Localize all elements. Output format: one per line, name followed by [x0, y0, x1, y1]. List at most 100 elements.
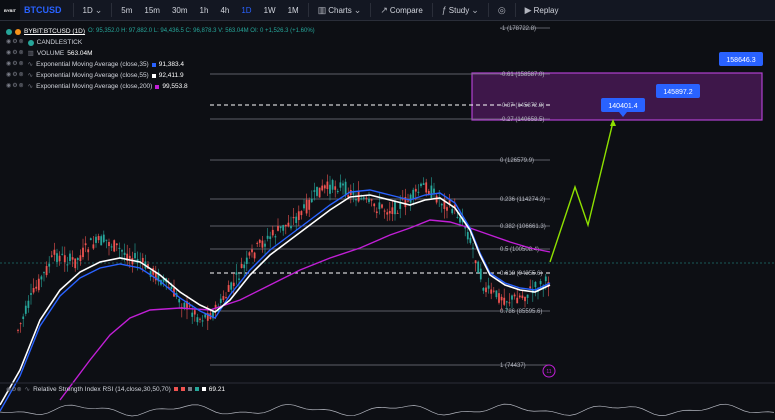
- candle-body: [40, 276, 43, 280]
- replay-button[interactable]: ▶ Replay: [519, 5, 565, 16]
- candle-body: [321, 185, 324, 191]
- timeframe-1m[interactable]: 1M: [287, 5, 299, 15]
- target-pointer: [619, 112, 627, 117]
- visibility-icon[interactable]: ◉⚙⊗: [6, 83, 25, 89]
- candle-body: [365, 197, 368, 199]
- candle-body: [310, 198, 313, 203]
- candle-body: [115, 243, 118, 246]
- candle-body: [170, 286, 173, 290]
- candle-body: [378, 202, 381, 210]
- candle-body: [108, 241, 110, 247]
- timeframe-1h[interactable]: 1h: [199, 5, 209, 15]
- timeframe-5m[interactable]: 5m: [121, 5, 133, 15]
- compare-button[interactable]: ↗ Compare: [374, 5, 428, 16]
- candle-body: [84, 243, 87, 246]
- candle-body: [19, 323, 22, 325]
- candle-body: [290, 225, 292, 229]
- candle-body: [43, 272, 45, 274]
- timeframe-30m[interactable]: 30m: [171, 5, 188, 15]
- divider: [487, 3, 489, 17]
- color-swatch: [201, 387, 206, 391]
- target-label-2[interactable]: 145897.2: [656, 84, 700, 98]
- ema55-row[interactable]: ◉⚙⊗ ∿ Exponential Moving Average (close,…: [6, 70, 315, 81]
- candle-body: [56, 253, 58, 263]
- charts-type-button[interactable]: ▥ Charts ⌄: [312, 5, 368, 16]
- status-dot-icon: [6, 28, 12, 35]
- bitcoin-icon: [15, 28, 21, 35]
- target-zone[interactable]: [471, 72, 763, 121]
- candle-body: [368, 198, 370, 203]
- fib-level-label: 1 (74437): [500, 363, 526, 369]
- candle-body: [58, 255, 61, 262]
- candle-body: [97, 236, 100, 241]
- visibility-icon[interactable]: ◉⚙⊗: [6, 72, 25, 78]
- study-label: Study: [448, 5, 470, 15]
- candle-body: [256, 242, 259, 244]
- candle-body: [95, 236, 97, 243]
- candle-body: [238, 278, 240, 280]
- candle-body: [399, 201, 402, 209]
- candle-body: [186, 301, 188, 310]
- visibility-icon[interactable]: ◉⚙⊗: [6, 39, 25, 45]
- instagram-button[interactable]: ◎: [492, 5, 512, 16]
- rsi-value: 69.21: [208, 385, 226, 393]
- timeframe-1d[interactable]: 1D: [241, 5, 252, 15]
- study-button[interactable]: ƒ Study ⌄: [436, 5, 485, 16]
- candle-body: [453, 204, 456, 208]
- target-label-3[interactable]: 158646.3: [719, 52, 763, 66]
- candle-body: [446, 207, 448, 211]
- fib-level-label: 0.382 (106661.3): [500, 224, 546, 230]
- candle-body: [524, 297, 526, 302]
- trend-up-icon: ↗: [380, 4, 388, 15]
- wave-icon: ∿: [27, 61, 34, 68]
- target-label-bg: [601, 98, 645, 112]
- candles-series: [17, 174, 550, 334]
- volume-row[interactable]: ◉⚙⊗ ▥ VOLUME 563.04M: [6, 48, 315, 59]
- projection-path[interactable]: [549, 121, 614, 263]
- candle-body: [414, 188, 417, 192]
- candle-body: [204, 314, 207, 318]
- color-swatch: [187, 387, 192, 391]
- visibility-icon[interactable]: ◉⚙⊗: [6, 61, 25, 67]
- ema200-row[interactable]: ◉⚙⊗ ∿ Exponential Moving Average (close,…: [6, 81, 315, 92]
- chevron-down-icon: ⌄: [353, 4, 362, 15]
- candle-body: [326, 181, 329, 190]
- candle-body: [149, 270, 152, 277]
- candle-body: [492, 290, 495, 292]
- candle-body: [391, 207, 394, 215]
- candlestick-row[interactable]: ◉⚙⊗ CANDLESTICK: [6, 37, 315, 48]
- candlestick-label: CANDLESTICK: [36, 39, 83, 46]
- timeframe-4h[interactable]: 4h: [220, 5, 230, 15]
- color-swatch: [155, 84, 160, 89]
- symbol-search-button[interactable]: BTCUSD: [24, 5, 62, 15]
- color-swatch: [173, 387, 178, 391]
- candle-body: [394, 200, 396, 215]
- wave-icon: ∿: [24, 386, 31, 393]
- visibility-icon[interactable]: ◉⚙⊗: [6, 386, 22, 393]
- candle-body: [448, 199, 451, 205]
- event-marker[interactable]: [542, 364, 556, 378]
- candle-body: [258, 239, 261, 243]
- rsi-legend[interactable]: ◉⚙⊗ ∿ Relative Strength Index RSI (14,cl…: [6, 385, 226, 394]
- candle-body: [37, 278, 40, 291]
- ema35-row[interactable]: ◉⚙⊗ ∿ Exponential Moving Average (close,…: [6, 59, 315, 70]
- candle-body: [141, 257, 144, 263]
- symbol-title[interactable]: BYBIT:BTCUSD (1D): [24, 28, 86, 35]
- event-marker-label: 11: [546, 369, 551, 375]
- timeframe-1w[interactable]: 1W: [263, 5, 276, 15]
- candle-body: [113, 240, 116, 252]
- fib-level-label: -0.37 (145872.8): [500, 103, 544, 109]
- target-label-1[interactable]: 140401.4: [601, 98, 645, 117]
- candle-body: [193, 310, 196, 315]
- fibonacci-retracement[interactable]: -1 (178722.8) -0.61 (158587.0) -0.37 (1458…: [210, 26, 550, 369]
- interval-label: 1D: [82, 5, 93, 15]
- target-label-text: 140401.4: [608, 103, 637, 110]
- candle-body: [422, 183, 425, 185]
- candle-body: [92, 244, 95, 249]
- timeframe-15m[interactable]: 15m: [144, 5, 160, 15]
- candle-body: [201, 320, 204, 322]
- price-chart[interactable]: -1 (178722.8) -0.61 (158587.0) -0.37 (1458…: [0, 21, 775, 420]
- visibility-icon[interactable]: ◉⚙⊗: [6, 50, 25, 56]
- candle-body: [440, 203, 443, 206]
- interval-dropdown[interactable]: 1D ⌄: [77, 5, 109, 16]
